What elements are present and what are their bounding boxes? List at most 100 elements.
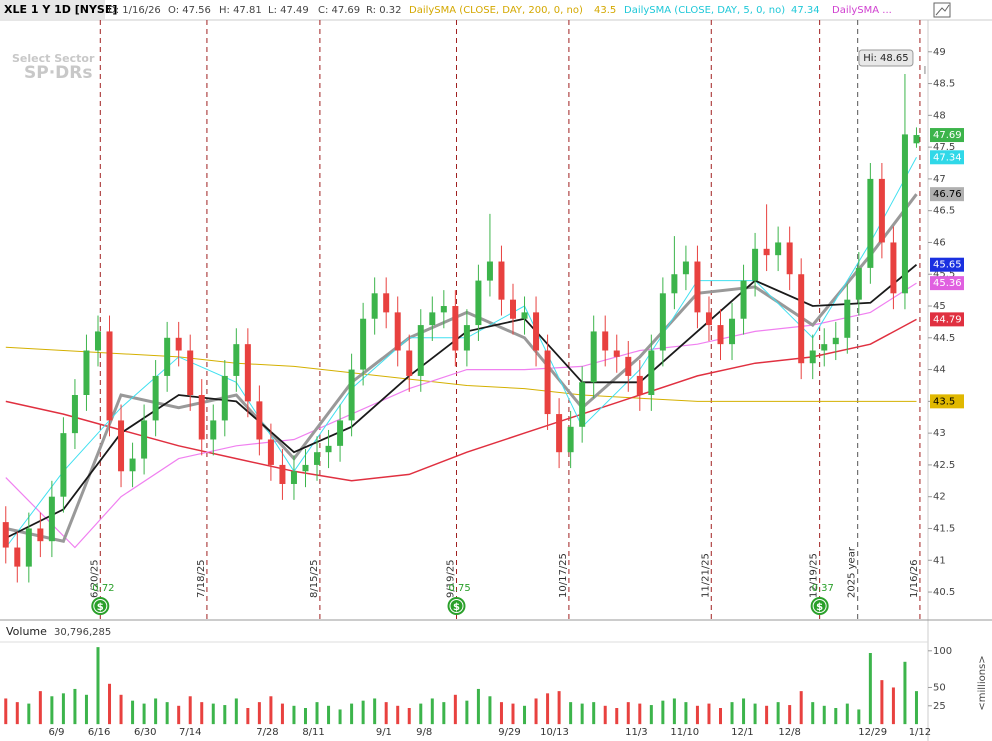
candle-body [855, 267, 862, 300]
period-label: 8/15/25 [309, 559, 320, 598]
candle-body [752, 248, 759, 281]
volume-bar [845, 703, 849, 725]
volume-bar [742, 698, 746, 725]
volume-bar [857, 709, 861, 725]
icon-glyph [935, 4, 950, 16]
dividend-icon: $ [453, 602, 460, 613]
volume-bar [903, 661, 907, 725]
volume-bar [361, 700, 365, 725]
price-tag-label: 44.79 [933, 314, 962, 325]
candle-body [590, 331, 597, 383]
volume-bar [119, 694, 123, 725]
dividend-ring [812, 599, 827, 613]
period-label: 10/17/25 [558, 553, 569, 598]
volume-bar [188, 696, 192, 725]
candle-body [37, 528, 44, 542]
candle-body [244, 344, 251, 402]
volume-bar [684, 702, 688, 725]
watermark: Select Sector [12, 52, 95, 65]
volume-bar [165, 702, 169, 725]
volume-bar [50, 696, 54, 725]
candle-body [279, 464, 286, 484]
study-name: DailySMA (CLOSE, DAY, 200, 0, no) [409, 5, 583, 16]
volume-bar [672, 698, 676, 725]
volume-bar [280, 703, 284, 725]
candle-body [187, 350, 194, 395]
price-tag-label: 45.65 [933, 260, 962, 271]
volume-bar [15, 702, 19, 725]
x-tick-label: 9/29 [498, 727, 520, 738]
price-tag [930, 187, 964, 202]
x-tick-label: 1/12 [909, 727, 931, 738]
volume-bar [407, 708, 411, 725]
volume-bar [661, 700, 665, 725]
period-label: 1/16/26 [909, 559, 920, 598]
candle-body [302, 464, 309, 472]
candle-body [256, 401, 263, 440]
volume-bar [292, 705, 296, 725]
volume-bar [603, 705, 607, 725]
candle-body [832, 337, 839, 345]
candle-body [337, 420, 344, 446]
volume-bar [569, 702, 573, 725]
hi-label: Hi: 48.65 [863, 53, 908, 64]
volume-bar [257, 702, 261, 725]
volume-bar [488, 696, 492, 725]
candle-body [394, 312, 401, 351]
x-tick-label: 12/29 [858, 727, 887, 738]
y-tick-label: 46.5 [933, 206, 955, 217]
x-tick-label: 12/1 [731, 727, 753, 738]
y-tick-label: 46 [933, 237, 946, 248]
candle-body [556, 414, 563, 453]
volume-bar [315, 702, 319, 725]
dividend-ring [449, 599, 464, 613]
candle-body [613, 350, 620, 357]
x-tick-label: 9/1 [376, 727, 392, 738]
volume-bar [868, 653, 872, 725]
candle-body [360, 318, 367, 370]
x-tick-label: 6/16 [88, 727, 110, 738]
dividend-icon: $ [97, 602, 104, 613]
volume-bar [753, 703, 757, 725]
volume-bar [776, 702, 780, 725]
x-tick-label: 11/3 [625, 727, 647, 738]
price-tag [930, 276, 964, 291]
volume-bar [534, 698, 538, 725]
candle-body [694, 261, 701, 313]
volume-bar [419, 703, 423, 725]
volume-bar [234, 698, 238, 725]
hi-box [858, 49, 914, 67]
price-tag-label: 43.5 [933, 396, 955, 407]
candle-body [867, 178, 874, 268]
candle-body [152, 375, 159, 421]
volume-bar [511, 703, 515, 725]
candle-body [775, 242, 782, 256]
dividend-icon: $ [816, 602, 823, 613]
candle-body [383, 293, 390, 313]
period-label: 7/18/25 [196, 559, 207, 598]
y-tick-label: 43 [933, 428, 946, 439]
y-tick-label: 48 [933, 110, 946, 121]
price-tag-label: 47.34 [933, 152, 962, 163]
price-tag-label: 47.69 [933, 130, 962, 141]
volume-bar [499, 702, 503, 725]
period-label: 12/19/25 [809, 553, 820, 598]
volume-bar [27, 703, 31, 725]
volume-bar [707, 703, 711, 725]
date: D: 1/16/26 [108, 5, 161, 16]
dividend-amount: 0.75 [449, 583, 471, 594]
candle-body [25, 528, 32, 567]
candle-body [498, 261, 505, 300]
candle-body [83, 350, 90, 395]
candle-body [901, 134, 908, 294]
candle-body [786, 242, 793, 275]
open: O: 47.56 [168, 5, 211, 16]
period-label: 2025 year [847, 546, 858, 598]
volume-bar [327, 705, 331, 725]
candle-body [71, 395, 78, 434]
settings-icon[interactable] [933, 2, 951, 18]
candle-body [705, 312, 712, 326]
price-tag [930, 128, 964, 143]
candle-body [221, 375, 228, 421]
